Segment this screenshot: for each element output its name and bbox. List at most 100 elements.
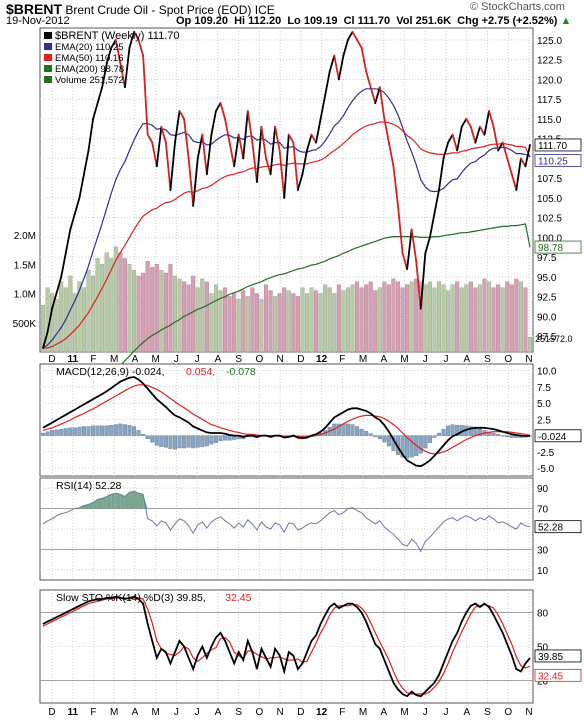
price-tick-label: 120.0 <box>537 75 562 86</box>
macd-histogram-bar <box>409 435 414 458</box>
macd-histogram-bar <box>100 425 105 436</box>
x-axis-label: F <box>90 354 96 365</box>
macd-histogram-bar <box>345 423 350 436</box>
price-line <box>83 149 90 176</box>
price-legend-entry: EMA(50) 110.16 <box>55 53 123 64</box>
price-tick-label: 87.5 <box>537 332 557 343</box>
macd-histogram-bar <box>95 425 100 436</box>
price-line <box>442 141 449 160</box>
price-line <box>78 173 85 199</box>
macd-tick-label: 10.0 <box>537 367 557 378</box>
x-axis-label-bottom: O <box>256 707 264 718</box>
volume-bar <box>245 296 250 353</box>
volume-bar <box>95 258 100 353</box>
volume-bar <box>487 281 492 353</box>
macd-tick-label: 2.5 <box>537 415 551 426</box>
stochastic-k-line <box>42 595 531 698</box>
price-line <box>410 228 418 263</box>
price-line <box>365 70 372 89</box>
volume-bar <box>341 290 346 353</box>
price-line <box>256 125 263 183</box>
x-axis-label-bottom: J <box>423 707 428 718</box>
volume-bar <box>122 258 127 353</box>
volume-bar <box>482 278 487 353</box>
volume-bar <box>218 290 223 353</box>
x-axis-label-bottom: A <box>380 707 387 718</box>
x-axis-label: F <box>339 354 345 365</box>
volume-bar <box>59 281 64 353</box>
volume-bar <box>491 287 496 353</box>
x-axis-label: M <box>110 354 118 365</box>
volume-bar <box>100 264 105 353</box>
macd-histogram-bar <box>505 435 510 438</box>
ema200-line <box>42 223 531 433</box>
volume-bar <box>409 281 414 353</box>
volume-bar <box>168 264 173 353</box>
rsi-overbought-fill <box>138 493 144 509</box>
instrument-name: Brent Crude Oil - Spot Price (EOD) <box>65 3 252 17</box>
price-line <box>73 197 81 215</box>
x-axis-label-bottom: M <box>152 707 160 718</box>
macd-histogram-bar <box>359 428 364 436</box>
price-line <box>51 291 58 310</box>
macd-histogram-bar <box>427 435 432 443</box>
macd-panel <box>39 363 534 477</box>
macd-histogram-bar <box>441 428 446 436</box>
x-axis-label: J <box>195 354 200 365</box>
macd-histogram-bar <box>468 426 473 436</box>
price-line <box>278 149 286 199</box>
macd-histogram-bar <box>172 435 178 450</box>
volume-bar <box>345 287 350 353</box>
quote-close: Cl 111.70 <box>343 15 391 27</box>
stochastic-tick-label: 50 <box>537 643 549 654</box>
volume-bar <box>514 278 519 353</box>
price-tick-label: 92.5 <box>537 293 557 304</box>
x-axis-label: M <box>359 354 367 365</box>
x-axis-label: J <box>174 354 179 365</box>
volume-bar <box>468 281 473 353</box>
volume-bar <box>223 287 228 353</box>
volume-bar <box>136 275 141 353</box>
price-line <box>292 141 299 191</box>
volume-bar <box>145 261 150 353</box>
x-axis-label-bottom: D <box>48 707 55 718</box>
price-line <box>210 110 217 136</box>
volume-bar <box>45 287 50 353</box>
volume-bar <box>177 278 182 353</box>
legend-swatch <box>44 43 52 50</box>
x-axis-label-bottom: J <box>444 707 449 718</box>
macd-histogram-bar <box>45 431 50 436</box>
macd-histogram-bar <box>191 435 196 449</box>
x-axis-label-bottom: 11 <box>67 707 78 718</box>
volume-bar <box>318 293 323 353</box>
macd-histogram-bar <box>177 435 182 449</box>
macd-histogram-bar <box>418 435 423 454</box>
macd-histogram-bar <box>136 430 141 436</box>
price-line <box>196 133 204 160</box>
macd-histogram-bar <box>104 425 109 436</box>
price-line <box>392 165 399 207</box>
price-line <box>142 54 149 136</box>
price-tick-label: 107.5 <box>537 174 562 185</box>
price-line <box>283 133 290 199</box>
volume-bar <box>505 281 510 353</box>
rsi-tick-label: 70 <box>537 505 549 516</box>
volume-bar <box>304 293 310 353</box>
volume-bar <box>191 275 196 353</box>
price-last-label: 111.70 <box>538 141 568 152</box>
price-line <box>483 110 490 136</box>
x-axis-label-bottom: A <box>463 707 470 718</box>
macd-histogram-bar <box>113 424 118 436</box>
rsi-legend-entry: RSI(14) 52.28 <box>56 480 122 492</box>
legend-swatch <box>44 32 52 39</box>
quote-date: 19-Nov-2012 <box>6 15 70 27</box>
price-line <box>119 62 126 89</box>
volume-bar <box>418 281 423 353</box>
macd-histogram-bar <box>423 435 428 449</box>
price-line <box>501 141 509 160</box>
price-tick-label: 105.0 <box>537 194 562 205</box>
ema200-last-label-box <box>534 240 582 254</box>
volume-bar <box>118 252 123 353</box>
macd-tick-label: -2.5 <box>537 448 555 459</box>
